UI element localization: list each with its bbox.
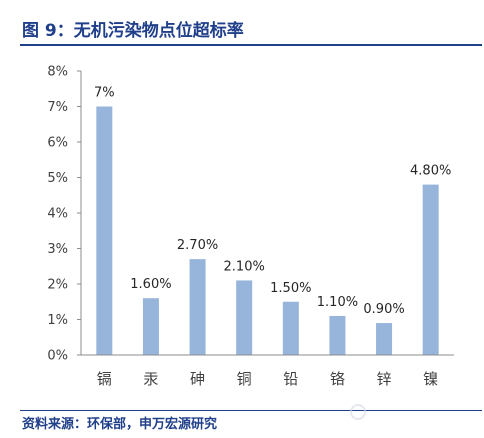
y-tick-label-7: 7% bbox=[47, 100, 68, 115]
data-label-7: 0.90% bbox=[363, 302, 404, 317]
x-tick-label-1: 镉 bbox=[97, 370, 112, 388]
bar-1 bbox=[96, 106, 113, 355]
watermark-logo-icon bbox=[350, 404, 366, 420]
data-label-6: 1.10% bbox=[317, 295, 358, 310]
x-tick-label-2: 汞 bbox=[143, 370, 158, 388]
y-tick-label-3: 3% bbox=[47, 242, 68, 257]
figure-source: 资料来源：环保部，申万宏源研究 bbox=[22, 417, 218, 432]
data-label-1: 7% bbox=[94, 86, 115, 101]
x-tick-label-6: 铬 bbox=[330, 370, 345, 388]
x-tick-label-4: 铜 bbox=[237, 370, 252, 388]
bar-6 bbox=[329, 315, 346, 355]
y-tick-label-4: 4% bbox=[47, 207, 68, 222]
y-tick-label-6: 6% bbox=[47, 136, 68, 151]
y-tick-label-1: 1% bbox=[47, 313, 68, 328]
x-tick-label-5: 铅 bbox=[283, 370, 298, 388]
data-label-5: 1.50% bbox=[270, 281, 311, 296]
y-tick-label-5: 5% bbox=[47, 171, 68, 186]
bar-4 bbox=[236, 280, 253, 355]
x-tick-label-8: 镍 bbox=[423, 370, 438, 388]
figure-title: 图 9：无机污染物点位超标率 bbox=[22, 21, 244, 41]
bar-3 bbox=[189, 259, 206, 355]
data-label-4: 2.10% bbox=[224, 259, 265, 274]
y-tick-label-0: 0% bbox=[47, 349, 68, 364]
data-label-2: 1.60% bbox=[130, 277, 171, 292]
bar-8 bbox=[422, 184, 439, 355]
x-tick-label-3: 砷 bbox=[190, 370, 205, 388]
x-tick-label-7: 锌 bbox=[377, 370, 392, 388]
title-divider bbox=[20, 44, 482, 46]
bar-7 bbox=[376, 323, 393, 355]
source-divider bbox=[20, 410, 482, 411]
bar-2 bbox=[142, 298, 159, 355]
y-tick-label-2: 2% bbox=[47, 278, 68, 293]
y-tick-label-8: 8% bbox=[47, 65, 68, 80]
data-label-3: 2.70% bbox=[177, 238, 218, 253]
data-label-8: 4.80% bbox=[410, 164, 451, 179]
bar-5 bbox=[282, 301, 299, 355]
